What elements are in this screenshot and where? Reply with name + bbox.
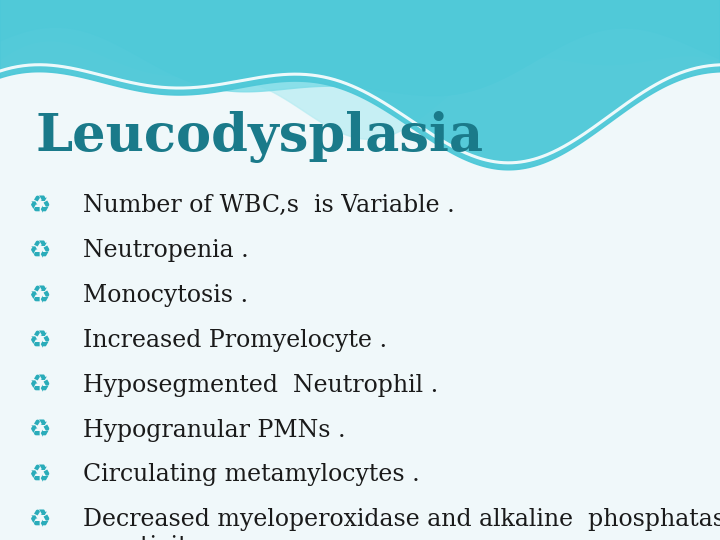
Text: Leucodysplasia: Leucodysplasia	[36, 111, 484, 163]
Text: ♻: ♻	[29, 374, 51, 397]
Text: Number of WBC,s  is Variable .: Number of WBC,s is Variable .	[83, 194, 454, 218]
Text: ♻: ♻	[29, 418, 51, 442]
Text: Increased Promyelocyte .: Increased Promyelocyte .	[83, 329, 387, 352]
Text: Neutropenia .: Neutropenia .	[83, 239, 248, 262]
Text: Circulating metamylocytes .: Circulating metamylocytes .	[83, 463, 420, 487]
Text: ♻: ♻	[29, 329, 51, 353]
Text: ♻: ♻	[29, 194, 51, 218]
Text: Hypogranular PMNs .: Hypogranular PMNs .	[83, 418, 346, 442]
Text: Hyposegmented  Neutrophil .: Hyposegmented Neutrophil .	[83, 374, 438, 397]
Text: ♻: ♻	[29, 463, 51, 487]
Text: Decreased myeloperoxidase and alkaline  phosphatase
    activity: Decreased myeloperoxidase and alkaline p…	[83, 508, 720, 540]
Text: ♻: ♻	[29, 239, 51, 263]
Text: ♻: ♻	[29, 508, 51, 532]
Text: Monocytosis .: Monocytosis .	[83, 284, 248, 307]
Text: ♻: ♻	[29, 284, 51, 308]
